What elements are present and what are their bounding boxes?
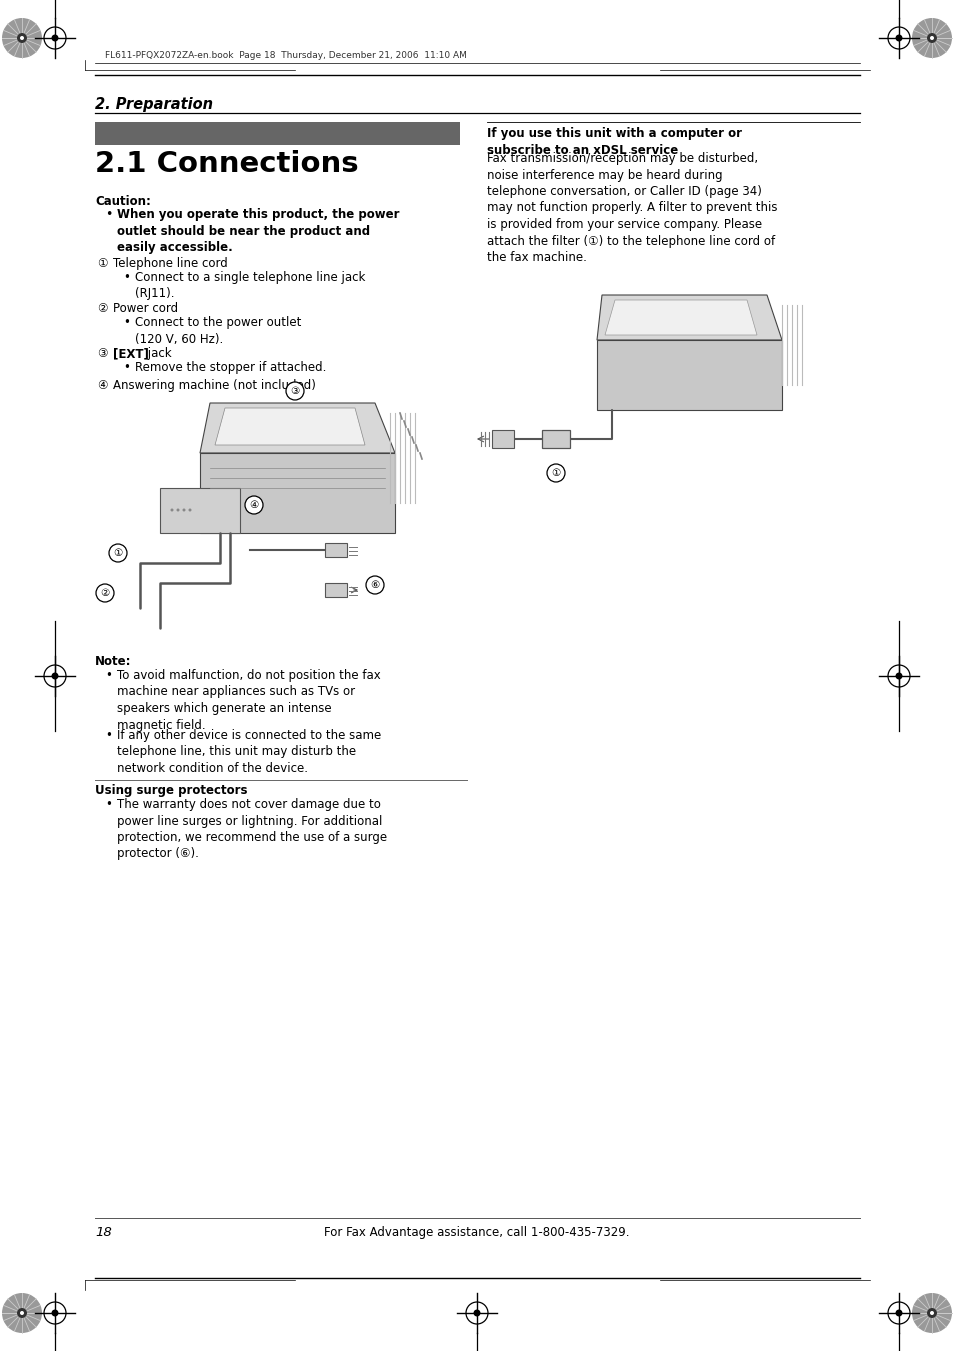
Circle shape xyxy=(2,18,42,58)
Text: ①: ① xyxy=(113,549,123,558)
Text: •: • xyxy=(105,208,112,222)
Circle shape xyxy=(51,673,58,680)
Circle shape xyxy=(51,35,58,42)
Text: Caution:: Caution: xyxy=(95,195,151,208)
Text: ③: ③ xyxy=(290,386,299,396)
Circle shape xyxy=(546,463,564,482)
Bar xyxy=(95,122,459,145)
Polygon shape xyxy=(200,403,395,453)
Text: For Fax Advantage assistance, call 1-800-435-7329.: For Fax Advantage assistance, call 1-800… xyxy=(324,1225,629,1239)
Circle shape xyxy=(20,1310,24,1315)
Text: Remove the stopper if attached.: Remove the stopper if attached. xyxy=(135,361,326,374)
Bar xyxy=(325,543,347,557)
Text: Telephone line cord: Telephone line cord xyxy=(112,257,228,270)
Circle shape xyxy=(182,508,185,512)
Circle shape xyxy=(176,508,179,512)
Circle shape xyxy=(911,1293,951,1333)
Bar xyxy=(492,430,514,449)
Text: Note:: Note: xyxy=(95,655,132,667)
Circle shape xyxy=(895,673,902,680)
Polygon shape xyxy=(200,453,395,534)
Circle shape xyxy=(926,32,936,43)
Text: Connect to the power outlet
(120 V, 60 Hz).: Connect to the power outlet (120 V, 60 H… xyxy=(135,316,301,346)
Text: Connect to a single telephone line jack
(RJ11).: Connect to a single telephone line jack … xyxy=(135,272,365,300)
Text: When you operate this product, the power
outlet should be near the product and
e: When you operate this product, the power… xyxy=(117,208,399,254)
Circle shape xyxy=(109,544,127,562)
Polygon shape xyxy=(597,295,781,340)
Circle shape xyxy=(51,1309,58,1316)
Text: •: • xyxy=(105,730,112,742)
Bar xyxy=(325,584,347,597)
Circle shape xyxy=(895,35,902,42)
Circle shape xyxy=(2,1293,42,1333)
Text: If you use this unit with a computer or
subscribe to an xDSL service: If you use this unit with a computer or … xyxy=(486,127,741,157)
Text: jack: jack xyxy=(144,347,172,359)
Bar xyxy=(541,430,569,449)
Circle shape xyxy=(20,36,24,41)
Circle shape xyxy=(17,1308,27,1319)
Text: •: • xyxy=(123,316,130,330)
Circle shape xyxy=(189,508,192,512)
Bar xyxy=(100,388,444,617)
Text: Fax transmission/reception may be disturbed,
noise interference may be heard dur: Fax transmission/reception may be distur… xyxy=(486,153,777,263)
Text: The warranty does not cover damage due to
power line surges or lightning. For ad: The warranty does not cover damage due t… xyxy=(117,798,387,861)
Bar xyxy=(160,488,240,534)
Circle shape xyxy=(926,1308,936,1319)
Circle shape xyxy=(929,36,933,41)
Text: ④: ④ xyxy=(249,500,258,509)
Text: Using surge protectors: Using surge protectors xyxy=(95,784,247,797)
Text: ①: ① xyxy=(97,257,108,270)
Text: [EXT]: [EXT] xyxy=(112,347,149,359)
Circle shape xyxy=(929,1310,933,1315)
Text: If any other device is connected to the same
telephone line, this unit may distu: If any other device is connected to the … xyxy=(117,730,381,775)
Text: FL611-PFQX2072ZA-en.book  Page 18  Thursday, December 21, 2006  11:10 AM: FL611-PFQX2072ZA-en.book Page 18 Thursda… xyxy=(105,50,466,59)
Circle shape xyxy=(895,1309,902,1316)
Text: To avoid malfunction, do not position the fax
machine near appliances such as TV: To avoid malfunction, do not position th… xyxy=(117,669,380,731)
Text: •: • xyxy=(105,669,112,682)
Circle shape xyxy=(911,18,951,58)
Circle shape xyxy=(286,382,304,400)
Text: Power cord: Power cord xyxy=(112,303,178,315)
Circle shape xyxy=(245,496,263,513)
Text: ⑥: ⑥ xyxy=(370,580,379,590)
Circle shape xyxy=(366,576,384,594)
Text: 18: 18 xyxy=(95,1225,112,1239)
Circle shape xyxy=(96,584,113,603)
Text: ①: ① xyxy=(551,467,560,478)
Text: •: • xyxy=(123,361,130,374)
Text: ④: ④ xyxy=(97,380,108,392)
Text: •: • xyxy=(105,798,112,811)
Text: •: • xyxy=(123,272,130,284)
Text: Answering machine (not included): Answering machine (not included) xyxy=(112,380,315,392)
Text: 2. Preparation: 2. Preparation xyxy=(95,97,213,112)
Circle shape xyxy=(171,508,173,512)
Circle shape xyxy=(17,32,27,43)
Text: 2.1 Connections: 2.1 Connections xyxy=(95,150,358,178)
Circle shape xyxy=(473,1309,480,1316)
Polygon shape xyxy=(604,300,757,335)
Text: ③: ③ xyxy=(97,347,108,359)
Text: ②: ② xyxy=(97,303,108,315)
Polygon shape xyxy=(214,408,365,444)
Text: ②: ② xyxy=(100,588,110,598)
Polygon shape xyxy=(597,340,781,409)
